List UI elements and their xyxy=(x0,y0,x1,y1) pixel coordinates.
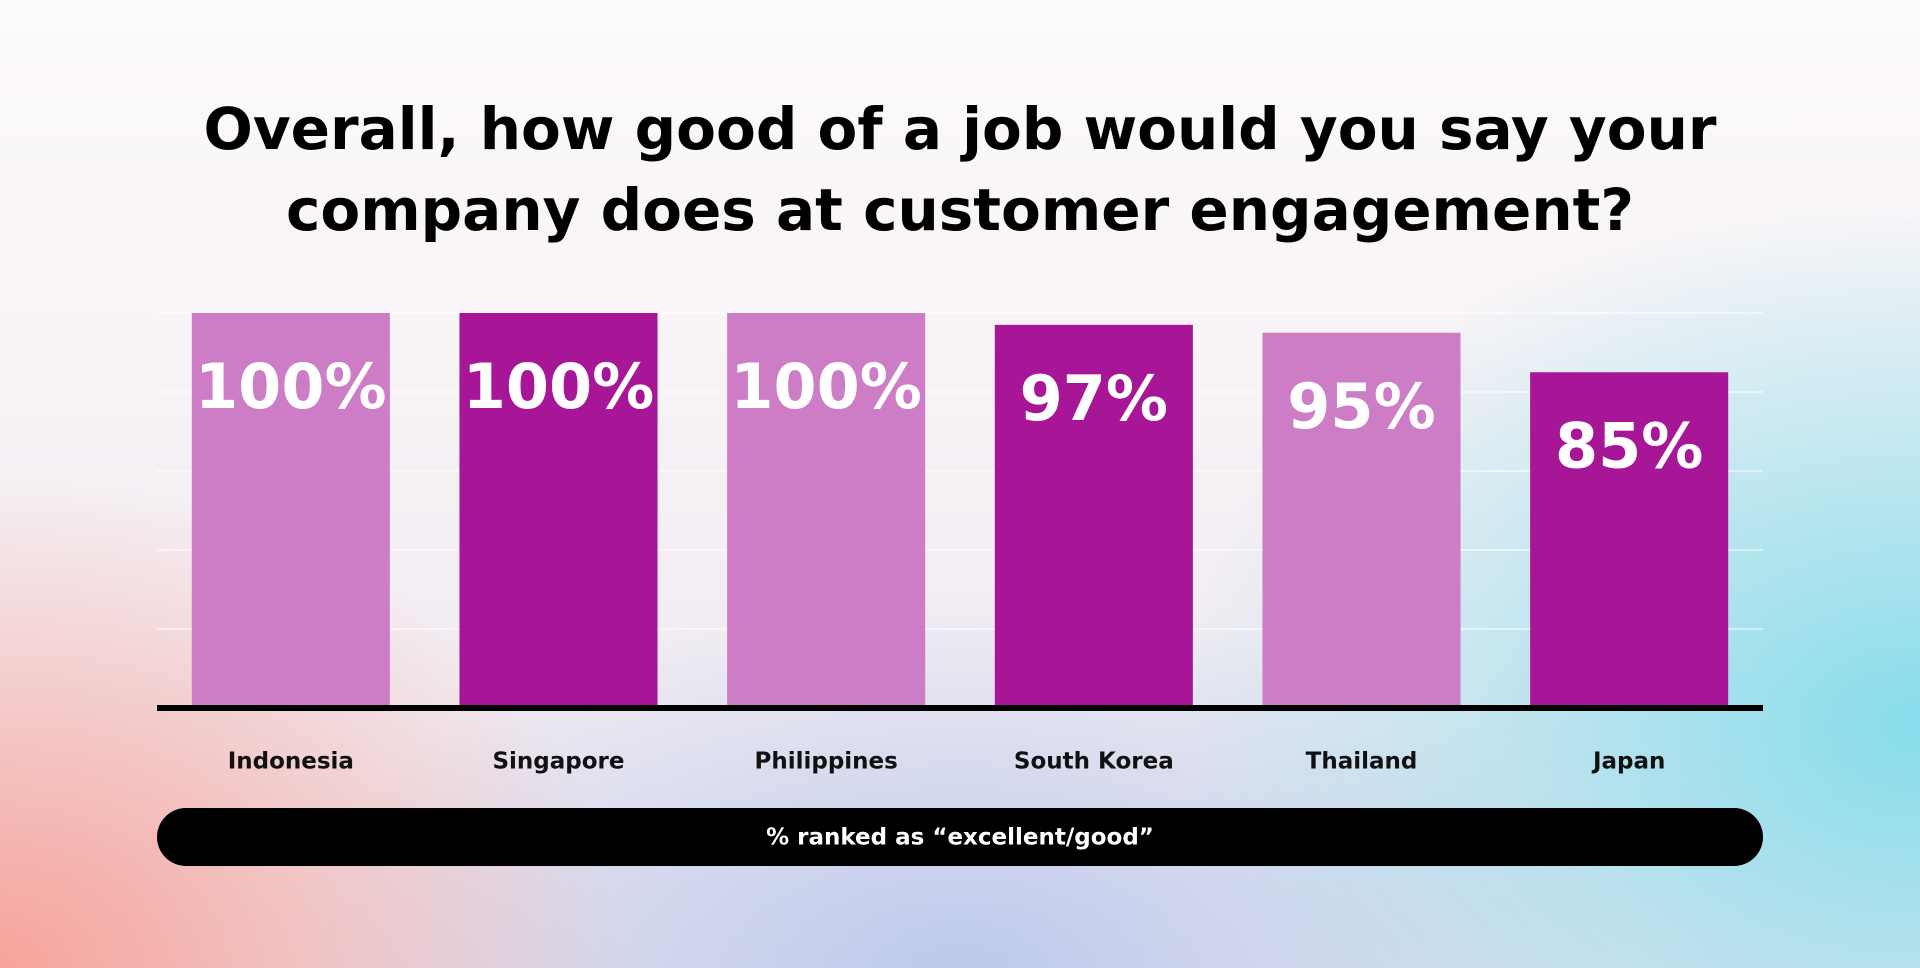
chart-title: Overall, how good of a job would you say… xyxy=(204,95,1717,163)
value-label: 95% xyxy=(1287,370,1435,443)
x-tick-label: Japan xyxy=(1591,749,1665,775)
x-label-pill xyxy=(157,808,1763,866)
bar xyxy=(1530,372,1729,708)
value-label: 100% xyxy=(463,350,655,423)
bar xyxy=(459,313,658,708)
bar xyxy=(994,324,1193,708)
x-tick-label: South Korea xyxy=(1014,749,1174,775)
value-label: 97% xyxy=(1020,362,1168,435)
bar xyxy=(727,313,926,708)
x-tick-label: Thailand xyxy=(1306,749,1418,775)
x-axis-label: % ranked as “excellent/good” xyxy=(766,825,1154,851)
x-tick-label: Philippines xyxy=(754,749,897,775)
chart-title: company does at customer engagement? xyxy=(286,176,1634,244)
x-tick-label: Indonesia xyxy=(228,749,354,775)
x-tick-label: Singapore xyxy=(492,749,624,775)
value-label: 85% xyxy=(1555,409,1703,482)
bar xyxy=(1262,332,1461,708)
bar xyxy=(191,313,390,708)
value-label: 100% xyxy=(195,350,387,423)
value-label: 100% xyxy=(730,350,922,423)
